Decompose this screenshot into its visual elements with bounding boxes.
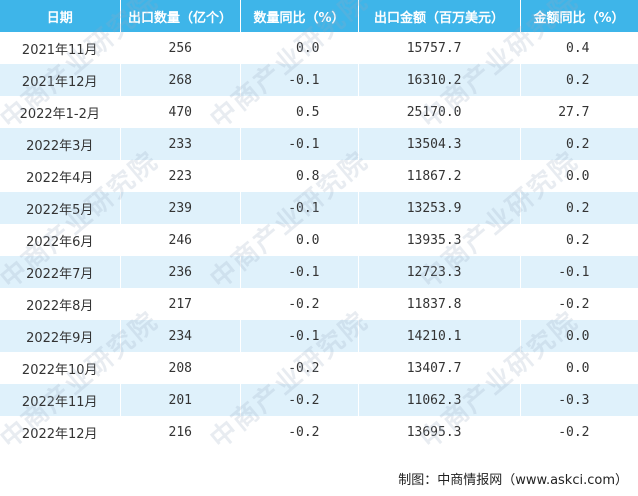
table-row: 2022年4月 223 0.8 11867.2 0.0: [0, 160, 638, 192]
table-row: 2022年9月 234 -0.1 14210.1 0.0: [0, 320, 638, 352]
table-row: 2022年6月 246 0.0 13935.3 0.2: [0, 224, 638, 256]
cell-export-value: 14210.1: [358, 320, 521, 352]
source-caption: 制图：中商情报网（www.askci.com）: [398, 473, 628, 488]
cell-export-value: 13253.9: [358, 192, 521, 224]
cell-date: 2022年4月: [0, 160, 121, 192]
cell-date: 2022年12月: [0, 416, 121, 448]
cell-export-value: 11837.8: [358, 288, 521, 320]
cell-export-quantity: 239: [120, 192, 241, 224]
cell-date: 2022年6月: [0, 224, 121, 256]
cell-export-value: 13695.3: [358, 416, 521, 448]
cell-export-quantity: 217: [120, 288, 241, 320]
cell-date: 2021年11月: [0, 32, 121, 64]
table-row: 2022年3月 233 -0.1 13504.3 0.2: [0, 128, 638, 160]
cell-value-yoy: 0.0: [520, 320, 638, 352]
cell-quantity-yoy: -0.2: [240, 288, 359, 320]
table-row: 2022年10月 208 -0.2 13407.7 0.0: [0, 352, 638, 384]
cell-export-value: 13504.3: [358, 128, 521, 160]
cell-date: 2022年1-2月: [0, 96, 121, 128]
cell-export-quantity: 208: [120, 352, 241, 384]
cell-date: 2022年3月: [0, 128, 121, 160]
table-row: 2022年8月 217 -0.2 11837.8 -0.2: [0, 288, 638, 320]
cell-quantity-yoy: 0.0: [240, 224, 359, 256]
header-quantity-yoy: 数量同比（%）: [240, 0, 359, 32]
cell-quantity-yoy: -0.1: [240, 64, 359, 96]
cell-quantity-yoy: -0.2: [240, 384, 359, 416]
table-body: 2021年11月 256 0.0 15757.7 0.4 2021年12月 268 -0.1 1…: [0, 32, 638, 448]
cell-export-quantity: 201: [120, 384, 241, 416]
cell-value-yoy: 0.0: [520, 160, 638, 192]
cell-value-yoy: -0.2: [520, 416, 638, 448]
cell-quantity-yoy: -0.2: [240, 416, 359, 448]
cell-value-yoy: 0.2: [520, 224, 638, 256]
cell-quantity-yoy: 0.8: [240, 160, 359, 192]
table-row: 2022年5月 239 -0.1 13253.9 0.2: [0, 192, 638, 224]
cell-quantity-yoy: 0.0: [240, 32, 359, 64]
cell-export-quantity: 256: [120, 32, 241, 64]
header-export-value: 出口金额（百万美元）: [358, 0, 521, 32]
export-data-table: 日期 出口数量（亿个） 数量同比（%） 出口金额（百万美元） 金额同比（%） 2…: [0, 0, 638, 448]
cell-export-quantity: 470: [120, 96, 241, 128]
cell-export-value: 25170.0: [358, 96, 521, 128]
cell-export-value: 11867.2: [358, 160, 521, 192]
cell-value-yoy: 27.7: [520, 96, 638, 128]
cell-export-quantity: 236: [120, 256, 241, 288]
cell-date: 2022年5月: [0, 192, 121, 224]
cell-value-yoy: 0.2: [520, 128, 638, 160]
cell-export-quantity: 216: [120, 416, 241, 448]
table-row: 2021年12月 268 -0.1 16310.2 0.2: [0, 64, 638, 96]
cell-quantity-yoy: -0.1: [240, 192, 359, 224]
cell-export-quantity: 246: [120, 224, 241, 256]
table-row: 2022年7月 236 -0.1 12723.3 -0.1: [0, 256, 638, 288]
table-row: 2022年11月 201 -0.2 11062.3 -0.3: [0, 384, 638, 416]
cell-quantity-yoy: 0.5: [240, 96, 359, 128]
cell-date: 2022年11月: [0, 384, 121, 416]
table-row: 2022年1-2月 470 0.5 25170.0 27.7: [0, 96, 638, 128]
cell-date: 2022年8月: [0, 288, 121, 320]
cell-value-yoy: -0.3: [520, 384, 638, 416]
cell-export-quantity: 268: [120, 64, 241, 96]
cell-export-quantity: 234: [120, 320, 241, 352]
cell-value-yoy: 0.2: [520, 192, 638, 224]
cell-export-value: 12723.3: [358, 256, 521, 288]
cell-date: 2021年12月: [0, 64, 121, 96]
header-value-yoy: 金额同比（%）: [520, 0, 638, 32]
table-row: 2021年11月 256 0.0 15757.7 0.4: [0, 32, 638, 64]
cell-export-value: 13935.3: [358, 224, 521, 256]
cell-date: 2022年7月: [0, 256, 121, 288]
cell-quantity-yoy: -0.2: [240, 352, 359, 384]
cell-date: 2022年10月: [0, 352, 121, 384]
cell-date: 2022年9月: [0, 320, 121, 352]
cell-export-value: 16310.2: [358, 64, 521, 96]
cell-quantity-yoy: -0.1: [240, 128, 359, 160]
cell-value-yoy: 0.4: [520, 32, 638, 64]
header-date: 日期: [0, 0, 121, 32]
cell-export-quantity: 233: [120, 128, 241, 160]
cell-value-yoy: 0.2: [520, 64, 638, 96]
cell-quantity-yoy: -0.1: [240, 256, 359, 288]
cell-quantity-yoy: -0.1: [240, 320, 359, 352]
header-export-quantity: 出口数量（亿个）: [120, 0, 241, 32]
cell-export-value: 13407.7: [358, 352, 521, 384]
cell-value-yoy: -0.2: [520, 288, 638, 320]
table-header-row: 日期 出口数量（亿个） 数量同比（%） 出口金额（百万美元） 金额同比（%）: [0, 0, 638, 32]
cell-export-value: 11062.3: [358, 384, 521, 416]
cell-export-quantity: 223: [120, 160, 241, 192]
table-row: 2022年12月 216 -0.2 13695.3 -0.2: [0, 416, 638, 448]
cell-value-yoy: 0.0: [520, 352, 638, 384]
cell-value-yoy: -0.1: [520, 256, 638, 288]
cell-export-value: 15757.7: [358, 32, 521, 64]
